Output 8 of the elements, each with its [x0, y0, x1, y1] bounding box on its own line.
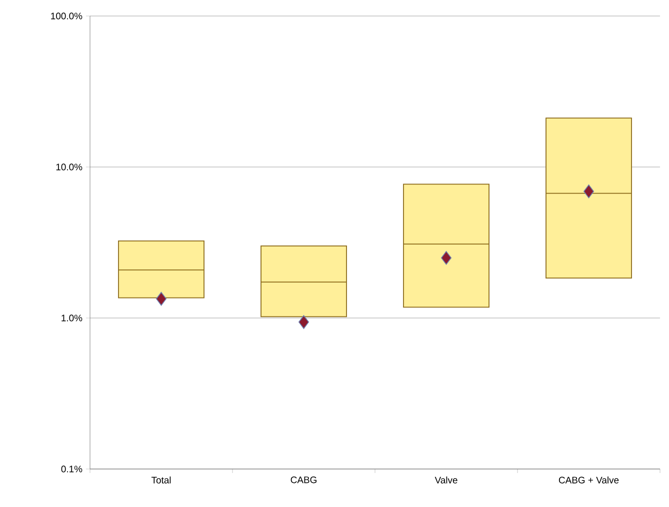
y-tick-label: 10.0%	[56, 164, 82, 170]
y-tick-label: 100.0%	[51, 12, 82, 20]
x-tick-label: Total	[151, 476, 171, 484]
x-tick-label: Valve	[434, 476, 458, 484]
y-tick-label: 0.1%	[61, 466, 82, 472]
x-tick-label: CABG + Valve	[558, 476, 619, 484]
y-tick-label: 1.0%	[62, 314, 82, 322]
x-tick-label: CABG	[290, 476, 316, 484]
